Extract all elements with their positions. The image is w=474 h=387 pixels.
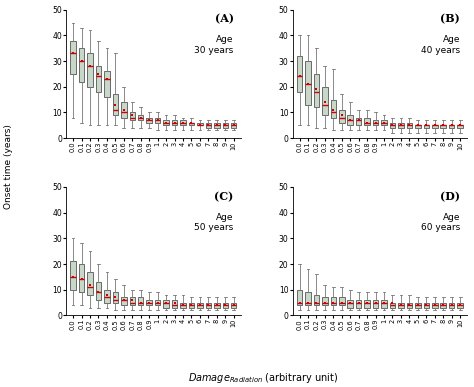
PathPatch shape (347, 300, 353, 308)
PathPatch shape (155, 300, 160, 305)
PathPatch shape (297, 56, 302, 92)
PathPatch shape (222, 303, 228, 308)
PathPatch shape (398, 303, 404, 308)
PathPatch shape (347, 115, 353, 125)
PathPatch shape (180, 120, 186, 125)
PathPatch shape (197, 303, 203, 308)
PathPatch shape (314, 74, 319, 107)
PathPatch shape (189, 123, 194, 125)
PathPatch shape (339, 298, 345, 305)
PathPatch shape (129, 113, 135, 120)
PathPatch shape (164, 120, 169, 125)
PathPatch shape (104, 71, 109, 97)
PathPatch shape (129, 298, 135, 305)
PathPatch shape (339, 110, 345, 123)
PathPatch shape (87, 272, 93, 295)
PathPatch shape (330, 99, 336, 118)
PathPatch shape (381, 120, 387, 125)
PathPatch shape (70, 41, 76, 74)
Text: Age
40 years: Age 40 years (421, 35, 460, 55)
PathPatch shape (206, 123, 211, 128)
PathPatch shape (146, 300, 152, 305)
PathPatch shape (373, 300, 378, 308)
PathPatch shape (121, 298, 127, 305)
PathPatch shape (113, 292, 118, 303)
PathPatch shape (231, 303, 237, 308)
PathPatch shape (424, 125, 429, 128)
PathPatch shape (214, 303, 219, 308)
Text: Onset time (years): Onset time (years) (4, 124, 13, 209)
PathPatch shape (407, 123, 412, 128)
PathPatch shape (197, 123, 203, 125)
PathPatch shape (172, 300, 177, 308)
Text: (B): (B) (440, 14, 460, 24)
PathPatch shape (381, 300, 387, 308)
PathPatch shape (415, 125, 420, 128)
PathPatch shape (356, 118, 362, 125)
PathPatch shape (356, 300, 362, 308)
PathPatch shape (365, 118, 370, 125)
PathPatch shape (457, 303, 463, 308)
PathPatch shape (113, 94, 118, 115)
Text: (A): (A) (215, 14, 234, 24)
PathPatch shape (206, 303, 211, 308)
PathPatch shape (79, 48, 84, 82)
PathPatch shape (398, 123, 404, 128)
Text: Age
60 years: Age 60 years (420, 212, 460, 232)
PathPatch shape (87, 53, 93, 87)
Text: (C): (C) (214, 191, 234, 202)
PathPatch shape (440, 125, 446, 128)
PathPatch shape (189, 303, 194, 308)
PathPatch shape (297, 290, 302, 305)
PathPatch shape (305, 292, 311, 305)
PathPatch shape (457, 125, 463, 128)
PathPatch shape (104, 290, 109, 303)
PathPatch shape (424, 303, 429, 308)
PathPatch shape (373, 120, 378, 125)
PathPatch shape (330, 298, 336, 305)
PathPatch shape (121, 102, 127, 118)
PathPatch shape (180, 303, 186, 308)
PathPatch shape (390, 303, 395, 308)
PathPatch shape (365, 300, 370, 308)
PathPatch shape (155, 118, 160, 123)
Text: Age
30 years: Age 30 years (194, 35, 234, 55)
PathPatch shape (96, 282, 101, 300)
PathPatch shape (70, 262, 76, 290)
Text: Age
50 years: Age 50 years (194, 212, 234, 232)
PathPatch shape (440, 303, 446, 308)
PathPatch shape (222, 123, 228, 128)
PathPatch shape (407, 303, 412, 308)
PathPatch shape (146, 118, 152, 123)
PathPatch shape (138, 115, 144, 120)
PathPatch shape (231, 123, 237, 128)
PathPatch shape (432, 125, 438, 128)
PathPatch shape (390, 123, 395, 128)
PathPatch shape (79, 264, 84, 292)
PathPatch shape (314, 295, 319, 305)
PathPatch shape (415, 303, 420, 308)
PathPatch shape (322, 298, 328, 305)
PathPatch shape (449, 125, 455, 128)
PathPatch shape (138, 298, 144, 305)
Text: (D): (D) (440, 191, 460, 202)
PathPatch shape (449, 303, 455, 308)
PathPatch shape (305, 61, 311, 105)
Text: $\mathit{Damage}_{\mathit{Radiation}}$ (arbitrary unit): $\mathit{Damage}_{\mathit{Radiation}}$ (… (188, 371, 338, 385)
PathPatch shape (214, 123, 219, 128)
PathPatch shape (164, 300, 169, 308)
PathPatch shape (432, 303, 438, 308)
PathPatch shape (172, 120, 177, 125)
PathPatch shape (322, 87, 328, 115)
PathPatch shape (96, 66, 101, 92)
